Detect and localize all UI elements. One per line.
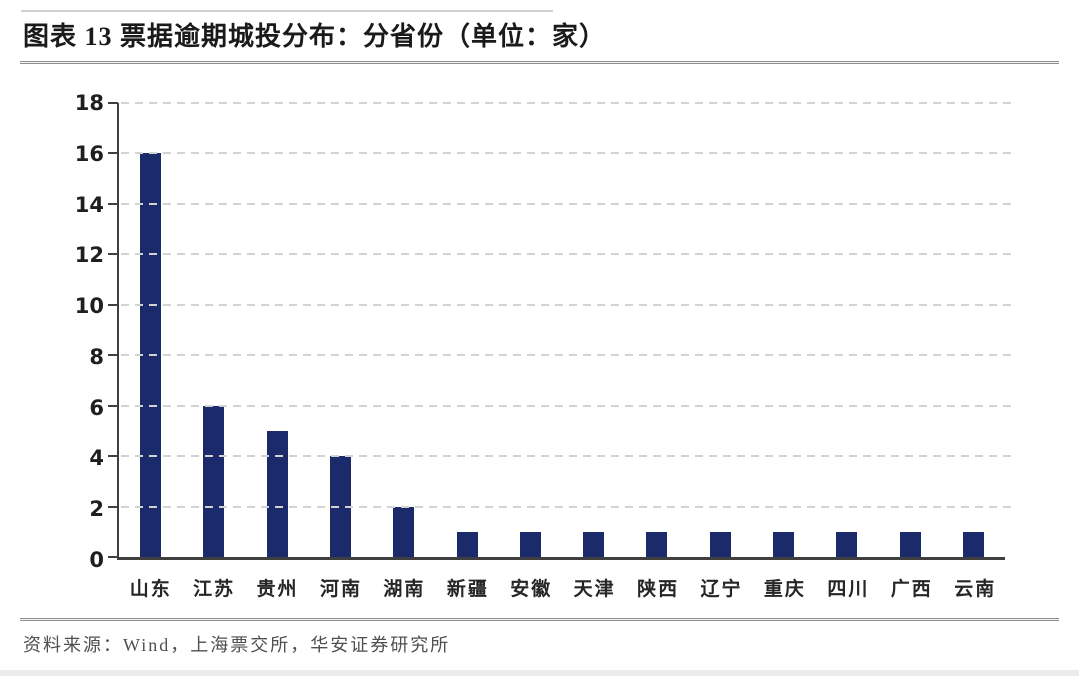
y-axis-tick-label: 18 [74, 91, 104, 115]
figure-title: 图表 13 票据逾期城投分布：分省份（单位：家） [23, 22, 607, 51]
bar-slot [752, 103, 815, 557]
bar-slot [499, 103, 562, 557]
bar-slot [246, 103, 309, 557]
y-axis-tick-label: 8 [89, 344, 104, 369]
bar-slot [815, 103, 878, 557]
y-axis-tick-label: 16 [74, 141, 104, 166]
bar-slot [182, 103, 245, 557]
y-axis-tick [108, 354, 118, 357]
y-axis-tick [108, 102, 118, 104]
dashed-gridline [121, 102, 1011, 104]
y-axis-tick [108, 253, 118, 256]
y-axis-tick-label: 10 [74, 294, 104, 319]
x-axis-category-label: 新疆 [446, 579, 489, 600]
bottom-edge-band [0, 670, 1079, 676]
x-axis-category-label: 湖南 [383, 579, 426, 600]
top-rule [21, 10, 553, 12]
x-axis-category-label: 山东 [129, 579, 172, 600]
y-axis-tick [108, 455, 118, 458]
y-axis-tick [108, 152, 118, 155]
x-axis-category-label: 广西 [890, 579, 933, 600]
y-axis-tick [108, 404, 118, 407]
bar-slot [119, 103, 182, 557]
x-axis-category-label: 江苏 [193, 579, 236, 600]
bar-重庆 [772, 531, 794, 557]
y-axis-tick-label: 14 [74, 192, 104, 217]
title-separator [20, 61, 1059, 64]
dashed-gridline [121, 303, 1011, 306]
bar-slot [435, 103, 498, 557]
bar-江苏 [203, 405, 225, 557]
x-axis-category-label: 天津 [573, 579, 616, 600]
bar-slot [689, 103, 752, 557]
dashed-gridline [121, 505, 1011, 508]
dashed-gridline [121, 354, 1011, 357]
y-axis-tick-label: 4 [89, 446, 104, 471]
bar-天津 [583, 531, 605, 557]
bar-贵州 [266, 430, 288, 557]
y-axis-tick [108, 505, 118, 508]
plot-area [108, 102, 1011, 560]
x-axis-category-label: 河南 [319, 579, 362, 600]
source-separator [20, 618, 1059, 621]
source-note: 资料来源：Wind，上海票交所，华安证券研究所 [23, 635, 451, 655]
bar-陕西 [646, 531, 668, 557]
y-axis-labels: 0 2 4 6 8 10 12 14 16 18 [30, 91, 104, 572]
x-axis-labels: 山东 江苏 贵州 河南 湖南 新疆 安徽 天津 陕西 辽宁 重庆 四川 广西 云南 [119, 574, 1007, 601]
bar-湖南 [393, 506, 415, 557]
bar-安徽 [519, 531, 541, 557]
x-axis-category-label: 辽宁 [700, 579, 743, 600]
bars-container [119, 103, 1005, 557]
x-axis-category-label: 重庆 [763, 579, 806, 600]
x-axis-category-label: 云南 [954, 579, 997, 600]
bar-辽宁 [709, 531, 731, 557]
y-axis-tick [108, 556, 118, 558]
y-axis-tick [108, 202, 118, 205]
x-axis-category-label: 安徽 [510, 579, 553, 600]
y-axis-tick-label: 2 [89, 497, 104, 522]
bar-slot [878, 103, 941, 557]
y-axis-tick-label: 12 [74, 243, 104, 268]
y-axis-tick-label: 6 [89, 395, 104, 420]
bar-四川 [836, 531, 858, 557]
dashed-gridline [121, 253, 1011, 256]
x-axis-category-label: 陕西 [637, 579, 680, 600]
y-axis-tick-label: 0 [89, 548, 104, 572]
x-axis-category-label: 贵州 [256, 579, 299, 600]
bar-slot [562, 103, 625, 557]
bar-slot [309, 103, 372, 557]
bar-slot [625, 103, 688, 557]
dashed-gridline [121, 455, 1011, 458]
dashed-gridline [121, 404, 1011, 407]
dashed-gridline [121, 152, 1011, 155]
y-axis-tick [108, 303, 118, 306]
bar-slot [372, 103, 435, 557]
bar-新疆 [456, 531, 478, 557]
bar-slot [942, 103, 1005, 557]
bar-云南 [962, 531, 984, 557]
dashed-gridline [121, 202, 1011, 205]
x-axis-category-label: 四川 [827, 579, 870, 600]
bar-广西 [899, 531, 921, 557]
